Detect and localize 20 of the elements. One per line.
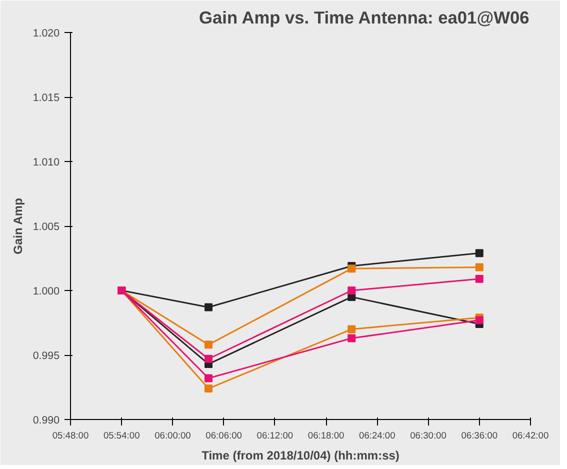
x-tick-label: 06:30:00	[410, 430, 446, 440]
x-tick-label: 06:36:00	[461, 430, 498, 440]
y-tick-label: 1.010	[32, 156, 60, 168]
chart-title: Gain Amp vs. Time Antenna: ea01@W06	[199, 8, 530, 28]
x-tick-label: 05:48:00	[52, 430, 89, 440]
x-tick-label: 06:06:00	[206, 430, 242, 440]
x-tick-label: 06:42:00	[512, 430, 549, 440]
x-tick-label: 05:54:00	[103, 430, 140, 440]
y-tick-label: 1.005	[32, 221, 60, 233]
x-axis-title: Time (from 2018/10/04) (hh:mm:ss)	[202, 448, 400, 462]
x-tick-label: 06:00:00	[154, 430, 191, 440]
y-tick-label: 1.000	[32, 286, 60, 298]
y-tick-label: 1.020	[32, 28, 60, 40]
x-tick-label: 06:24:00	[359, 430, 396, 440]
y-axis-title: Gain Amp	[10, 198, 25, 254]
x-tick-label: 06:18:00	[308, 430, 344, 440]
y-tick-label: 1.015	[32, 92, 60, 104]
x-tick-label: 06:12:00	[256, 430, 294, 440]
y-tick-label: 0.995	[32, 350, 60, 362]
y-tick-label: 0.990	[32, 414, 60, 426]
